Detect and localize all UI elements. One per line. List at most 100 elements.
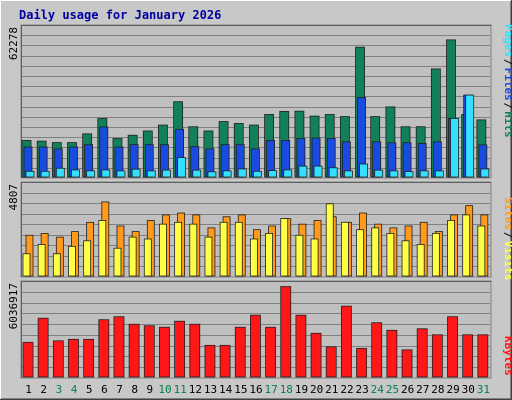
bar-kbytes-day-14 (219, 344, 231, 378)
bar-kbytes-day-17 (265, 326, 276, 378)
bar-pages-day-4 (71, 169, 80, 178)
legend-text: Hits (502, 111, 512, 138)
bar-pages-day-21 (328, 167, 338, 178)
x-tick-label-day-29: 29 (446, 383, 459, 396)
x-tick-label-day-1: 1 (25, 383, 32, 396)
bar-visits-day-17 (265, 233, 273, 277)
axis-max-label-kbytes: 6036917 (7, 283, 20, 329)
bar-visits-day-13 (204, 236, 213, 277)
axis-max-label-visits: 4807 (7, 184, 20, 211)
bar-kbytes-day-27 (416, 328, 428, 378)
bar-kbytes-day-28 (431, 334, 443, 378)
x-tick-label-day-4: 4 (71, 383, 78, 396)
bar-visits-day-1 (22, 253, 31, 277)
bar-visits-day-31 (477, 225, 486, 277)
bar-visits-day-9 (143, 238, 152, 277)
bar-pages-day-18 (283, 169, 293, 178)
bar-visits-day-23 (356, 229, 364, 277)
x-tick-label-day-12: 12 (189, 383, 202, 396)
x-tick-label-day-8: 8 (131, 383, 138, 396)
bar-kbytes-day-23 (356, 347, 367, 378)
bar-kbytes-day-4 (68, 338, 79, 378)
bar-pages-day-14 (222, 170, 232, 178)
bar-pages-day-3 (55, 167, 65, 178)
bar-kbytes-day-6 (98, 319, 110, 378)
x-tick-label-day-2: 2 (40, 383, 47, 396)
bar-visits-day-2 (37, 244, 46, 277)
bar-pages-day-2 (40, 170, 50, 178)
bar-pages-day-24 (374, 169, 384, 178)
legend-text: KBytes (502, 336, 512, 376)
panel-visits: 4807 (7, 181, 492, 278)
bar-kbytes-day-30 (462, 334, 474, 378)
legend-label-visits: Visits (502, 241, 512, 281)
x-tick-label-day-24: 24 (371, 383, 385, 396)
legend-label-pages: Pages (502, 24, 512, 57)
bar-visits-day-21 (325, 203, 334, 277)
bar-pages-day-23 (359, 163, 368, 178)
bar-kbytes-day-11 (174, 320, 186, 378)
x-tick-label-day-27: 27 (416, 383, 429, 396)
bar-kbytes-day-16 (250, 314, 261, 378)
legend-label-separator: / (502, 232, 512, 239)
bar-pages-day-1 (25, 170, 35, 178)
x-tick-label-day-31: 31 (477, 383, 490, 396)
bar-pages-day-25 (389, 170, 399, 178)
bar-visits-day-28 (431, 233, 440, 277)
legend-text: / (502, 59, 512, 66)
x-tick-label-day-25: 25 (386, 383, 399, 396)
bar-kbytes-day-22 (340, 305, 352, 378)
bar-visits-day-12 (189, 223, 198, 277)
bar-visits-day-6 (98, 220, 107, 277)
bar-visits-day-27 (416, 244, 425, 277)
bar-visits-day-26 (401, 240, 410, 277)
bar-kbytes-day-3 (52, 340, 64, 378)
bar-kbytes-day-26 (401, 349, 413, 378)
bar-kbytes-day-20 (310, 332, 322, 378)
bar-visits-day-8 (128, 236, 137, 277)
x-tick-label-day-14: 14 (219, 383, 233, 396)
axis-max-label-hits: 62278 (7, 27, 20, 60)
x-tick-label-day-17: 17 (265, 383, 278, 396)
bar-visits-day-19 (295, 234, 304, 277)
bar-kbytes-day-31 (477, 334, 489, 378)
x-tick-label-day-22: 22 (340, 383, 353, 396)
bar-kbytes-day-8 (128, 323, 140, 378)
bar-visits-day-20 (310, 238, 319, 277)
x-tick-label-day-21: 21 (325, 383, 338, 396)
bar-pages-day-8 (131, 168, 141, 178)
bar-pages-day-20 (313, 165, 323, 178)
x-tick-label-day-10: 10 (158, 383, 171, 396)
bar-kbytes-day-10 (159, 326, 170, 378)
bar-pages-day-28 (434, 170, 444, 178)
bar-visits-day-14 (219, 221, 228, 277)
bar-pages-day-26 (404, 171, 414, 178)
bar-pages-day-9 (146, 170, 156, 178)
x-tick-label-day-5: 5 (86, 383, 93, 396)
bar-kbytes-day-21 (325, 346, 337, 378)
x-tick-label-day-18: 18 (280, 383, 293, 396)
x-tick-label-day-9: 9 (147, 383, 154, 396)
x-axis-day-labels: 1 2 3 4 5 6 7 8 9 10 11 12 13 14 15 16 17 18 19 20 21 22 23 24 2… (25, 383, 490, 396)
bar-pages-day-19 (298, 165, 308, 178)
legend-text: Sites (502, 197, 512, 230)
bar-visits-day-29 (447, 220, 455, 277)
bar-kbytes-day-12 (189, 323, 201, 378)
x-tick-label-day-20: 20 (310, 383, 323, 396)
bar-pages-day-22 (343, 170, 353, 178)
panel-hits: 62278 (7, 24, 492, 179)
bar-pages-day-31 (480, 168, 490, 178)
x-tick-label-day-16: 16 (249, 383, 262, 396)
bar-visits-day-5 (83, 240, 92, 277)
legend-label-separator: / (502, 59, 512, 66)
x-tick-label-day-30: 30 (462, 383, 475, 396)
bar-pages-day-27 (419, 170, 429, 178)
bar-pages-day-16 (253, 170, 262, 178)
bar-pages-day-11 (177, 157, 187, 178)
bar-visits-day-10 (159, 223, 167, 277)
bar-kbytes-day-7 (113, 316, 125, 378)
chart-panels: 62278 4807 6036917 (7, 24, 492, 379)
bar-visits-day-15 (234, 221, 243, 277)
